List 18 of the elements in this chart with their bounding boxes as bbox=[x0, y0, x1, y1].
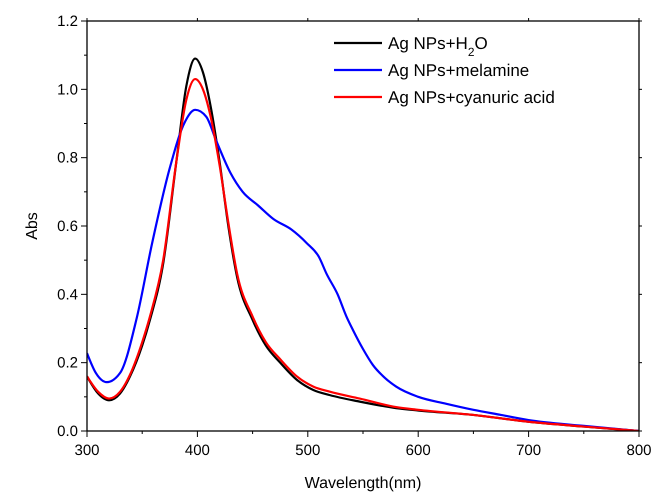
y-tick-label: 0.8 bbox=[57, 150, 78, 167]
y-tick-label: 1.0 bbox=[57, 81, 78, 98]
x-tick-label: 500 bbox=[295, 442, 320, 459]
y-tick-label: 0.4 bbox=[57, 286, 78, 304]
legend-label: Ag NPs+cyanuric acid bbox=[388, 88, 555, 107]
x-axis-title: Wavelength(nm) bbox=[304, 475, 422, 492]
legend-label: Ag NPs+melamine bbox=[388, 61, 530, 80]
x-tick-label: 400 bbox=[184, 442, 210, 459]
y-axis-title: Abs bbox=[24, 212, 41, 240]
x-tick-label: 600 bbox=[406, 442, 431, 459]
x-tick-label: 800 bbox=[626, 442, 652, 459]
y-tick-label: 0.2 bbox=[57, 354, 78, 372]
x-tick-label: 700 bbox=[516, 442, 542, 459]
y-tick-label: 0.6 bbox=[57, 218, 78, 235]
legend-label: Ag NPs+H$_{2}$O bbox=[388, 34, 488, 59]
x-tick-label: 300 bbox=[74, 442, 100, 459]
y-tick-label: 0.0 bbox=[57, 423, 78, 440]
y-tick-label: 1.2 bbox=[57, 13, 78, 30]
